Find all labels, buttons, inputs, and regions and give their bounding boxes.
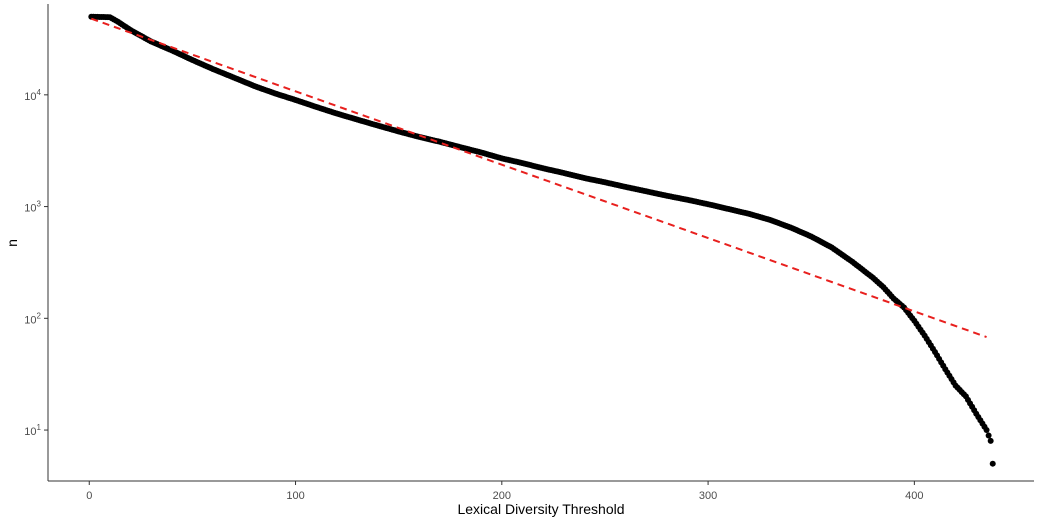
x-tick-label: 100 (286, 490, 304, 502)
y-axis-ticks: 101 102 103 104 (24, 88, 48, 438)
data-point (983, 427, 990, 434)
y-tick-label: 102 (24, 311, 41, 326)
y-axis-title: n (4, 239, 20, 247)
fit-line (90, 17, 987, 338)
x-tick-label: 400 (905, 490, 923, 502)
x-axis-ticks: 0 100 200 300 400 (86, 481, 924, 502)
x-tick-label: 0 (86, 490, 92, 502)
data-point (987, 437, 994, 444)
axes-layer (47, 4, 1034, 482)
y-tick-label: 103 (24, 200, 41, 215)
y-tick-label: 104 (24, 88, 41, 103)
y-tick-label: 101 (24, 423, 41, 438)
x-tick-label: 300 (699, 490, 717, 502)
data-points-layer (88, 13, 996, 467)
fit-line-layer (90, 17, 987, 338)
data-point (985, 432, 992, 439)
x-axis-title: Lexical Diversity Threshold (457, 501, 624, 517)
data-point (989, 460, 996, 467)
x-tick-label: 200 (493, 490, 511, 502)
